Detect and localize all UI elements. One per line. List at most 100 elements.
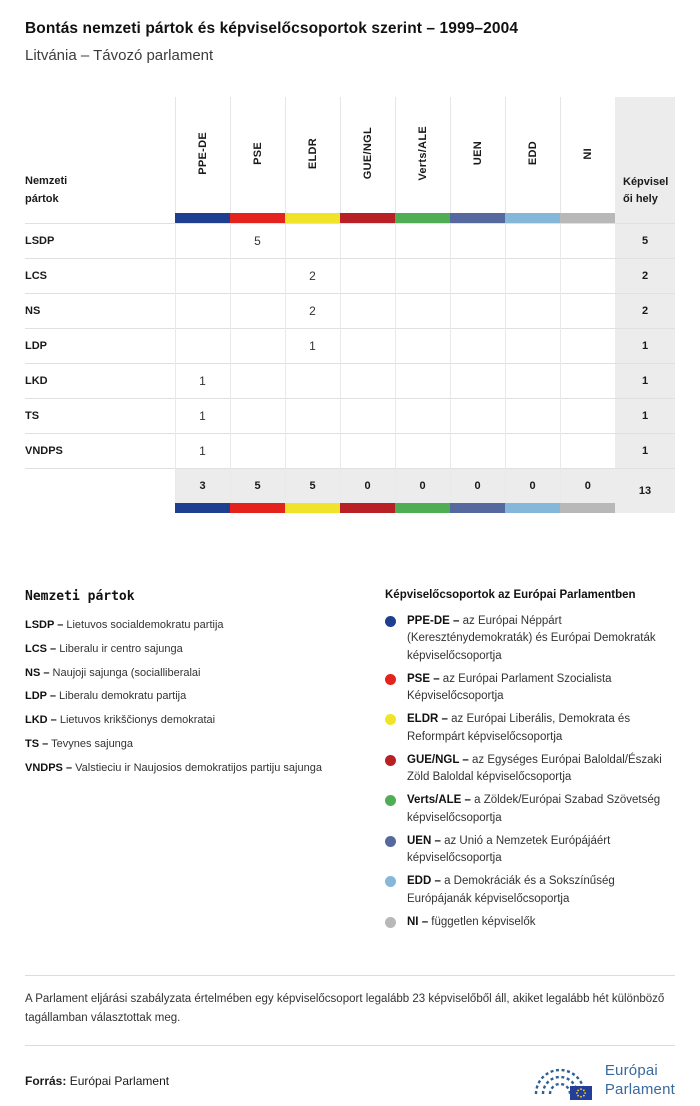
party-legend-item: LDP – Liberalu demokratu partija (25, 690, 187, 703)
group-legend-title: Képviselőcsoportok az Európai Parlamentb… (385, 589, 636, 601)
seat-cell: 5 (229, 222, 285, 258)
color-bar-edd (505, 503, 560, 513)
group-color-dot (385, 835, 396, 847)
ep-logo-text: Európai Parlament (605, 1062, 675, 1100)
column-header-uen: UEN (449, 97, 505, 213)
group-legend-item: ELDR – az Európai Liberális, Demokrata é… (385, 711, 675, 746)
seat-cell (229, 257, 285, 293)
seat-cell (339, 257, 395, 293)
total-cell: 0 (339, 467, 395, 503)
seat-cell (504, 327, 560, 363)
party-legend-title: Nemzeti pártok (25, 589, 135, 604)
totals-blank-cell (25, 467, 175, 503)
color-bar-gue-ngl (340, 213, 395, 223)
color-bar-eldr (285, 213, 340, 223)
group-color-dot (385, 754, 396, 766)
party-legend-list: LSDP – Lietuvos socialdemokratu partija L… (25, 619, 385, 775)
party-abbr: LSDP (25, 222, 175, 258)
color-bar-eldr (285, 503, 340, 513)
grand-total: 13 (615, 467, 675, 513)
row-total: 2 (615, 257, 675, 293)
seat-cell (394, 257, 450, 293)
ep-logo-line2: Parlament (604, 1080, 675, 1098)
color-bar-pse (230, 213, 285, 223)
total-cell: 3 (174, 467, 230, 503)
total-cell: 5 (229, 467, 285, 503)
seat-cell (504, 292, 560, 328)
group-legend-list: PPE-DE – az Európai Néppárt (Keresztényd… (385, 613, 675, 931)
party-legend-item: VNDPS – Valstieciu ir Naujosios demokrat… (25, 761, 322, 774)
legends: Nemzeti pártok LSDP – Lietuvos socialdem… (25, 589, 675, 937)
table-row: VNDPS 1 1 (25, 432, 675, 468)
party-legend-item: LCS – Liberalu ir centro sajunga (25, 642, 183, 655)
seat-cell (394, 292, 450, 328)
color-bar-ppe-de (175, 213, 230, 223)
footnote: A Parlament eljárási szabályzata értelmé… (25, 975, 675, 1046)
seat-cell (504, 257, 560, 293)
party-abbr: LDP (25, 327, 175, 363)
seat-cell (339, 362, 395, 398)
group-color-dot (385, 916, 396, 928)
seat-cell (284, 222, 340, 258)
row-total: 5 (615, 222, 675, 258)
seat-cell (449, 292, 505, 328)
seat-cell (339, 327, 395, 363)
party-legend-item: NS – Naujoji sajunga (socialliberalai (25, 666, 201, 679)
group-legend-item: GUE/NGL – az Egységes Európai Baloldal/É… (385, 752, 675, 787)
color-bar-ni (560, 213, 615, 223)
table-row: LKD 1 1 (25, 362, 675, 398)
party-abbr: TS (25, 397, 175, 433)
seat-cell (559, 432, 615, 468)
seats-column-header: Képviselői hely (615, 97, 675, 223)
seats-table: Nemzeti pártok PPE-DE PSE ELDR GUE/NGL Verts/… (25, 97, 675, 513)
seat-cell (449, 257, 505, 293)
column-header-verts-ale: Verts/ALE (394, 97, 450, 213)
seat-cell (449, 432, 505, 468)
color-bar-uen (450, 213, 505, 223)
party-abbr: VNDPS (25, 432, 175, 468)
seat-cell (504, 432, 560, 468)
source-label: Forrás: (25, 1073, 67, 1088)
seat-cell (394, 362, 450, 398)
row-total: 1 (615, 397, 675, 433)
column-header-edd: EDD (504, 97, 560, 213)
row-total: 1 (615, 327, 675, 363)
group-color-dot (385, 616, 396, 627)
ep-logo-line1: Európai (604, 1062, 658, 1080)
color-bar-ppe-de (175, 503, 230, 513)
group-color-dot (385, 673, 396, 685)
group-legend-item: NI – független képviselők (385, 914, 675, 931)
seat-cell (339, 432, 395, 468)
seat-cell (559, 362, 615, 398)
column-header-eldr: ELDR (284, 97, 340, 213)
ep-logo: Európai Parlament (532, 1058, 675, 1104)
column-header-pse: PSE (229, 97, 285, 213)
table-row: LSDP 5 5 (25, 222, 675, 258)
group-color-dot (385, 795, 396, 807)
page-subtitle: Litvánia – Távozó parlament (25, 47, 214, 64)
seat-cell (559, 327, 615, 363)
seat-cell (504, 397, 560, 433)
color-bar-edd (505, 213, 560, 223)
eu-flag-icon (569, 1085, 592, 1100)
column-header-gue-ngl: GUE/NGL (339, 97, 395, 213)
column-header-ppe-de: PPE-DE (174, 97, 230, 213)
seat-cell: 1 (284, 327, 340, 363)
column-header-ni: NI (559, 97, 615, 213)
seat-cell (394, 397, 450, 433)
party-legend-section: Nemzeti pártok LSDP – Lietuvos socialdem… (25, 589, 385, 937)
seat-cell (229, 432, 285, 468)
page-title: Bontás nemzeti pártok és képviselőcsopor… (25, 20, 519, 37)
seat-cell (339, 222, 395, 258)
row-header-label: Nemzeti pártok (25, 97, 175, 223)
seat-cell (174, 292, 230, 328)
color-bar-pse (230, 503, 285, 513)
row-total: 1 (615, 362, 675, 398)
seat-cell (229, 327, 285, 363)
color-bar-verts-ale (395, 503, 450, 513)
group-legend-item: Verts/ALE – a Zöldek/Európai Szabad Szöv… (385, 792, 675, 827)
party-legend-item: TS – Tevynes sajunga (25, 737, 134, 750)
group-color-dot (385, 876, 396, 888)
seat-cell (449, 397, 505, 433)
ep-hemicycle-icon (534, 1068, 592, 1100)
